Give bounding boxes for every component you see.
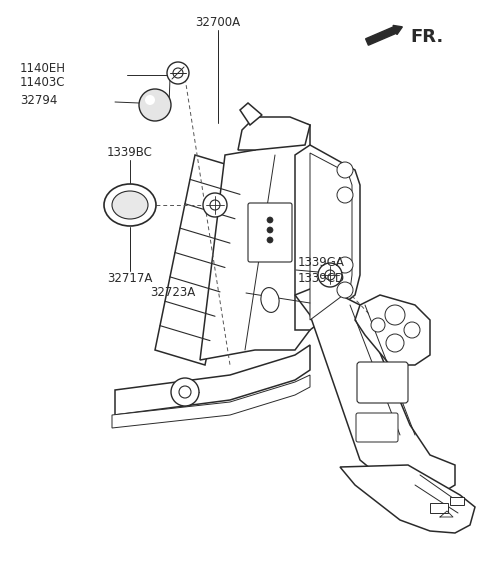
Polygon shape (238, 117, 310, 150)
Circle shape (385, 305, 405, 325)
Text: 32794: 32794 (20, 94, 58, 106)
FancyBboxPatch shape (357, 362, 408, 403)
Polygon shape (295, 285, 455, 497)
Circle shape (179, 386, 191, 398)
Polygon shape (115, 345, 310, 415)
Text: 32700A: 32700A (195, 16, 240, 29)
Circle shape (337, 187, 353, 203)
Polygon shape (295, 145, 360, 330)
Circle shape (337, 162, 353, 178)
Ellipse shape (261, 288, 279, 312)
Circle shape (173, 68, 183, 78)
Ellipse shape (104, 184, 156, 226)
Ellipse shape (112, 191, 148, 219)
Text: 11403C: 11403C (20, 77, 65, 90)
Text: 32723A: 32723A (150, 287, 195, 300)
Polygon shape (340, 465, 475, 533)
FancyBboxPatch shape (356, 413, 398, 442)
Circle shape (337, 257, 353, 273)
Bar (450, 497, 464, 505)
Polygon shape (310, 153, 352, 320)
Circle shape (167, 62, 189, 84)
Polygon shape (355, 295, 430, 365)
Circle shape (210, 200, 220, 210)
Circle shape (318, 263, 342, 287)
Circle shape (325, 270, 335, 280)
Polygon shape (200, 120, 310, 360)
Circle shape (371, 318, 385, 332)
Polygon shape (240, 103, 262, 125)
Polygon shape (112, 375, 310, 428)
Circle shape (404, 322, 420, 338)
Text: 1140EH: 1140EH (20, 61, 66, 74)
Text: 32717A: 32717A (108, 273, 153, 285)
FancyBboxPatch shape (248, 203, 292, 262)
Circle shape (386, 334, 404, 352)
Text: 1339BC: 1339BC (107, 146, 153, 160)
FancyArrow shape (366, 25, 402, 45)
Circle shape (139, 89, 171, 121)
Text: 1339GA: 1339GA (298, 256, 345, 270)
Circle shape (171, 378, 199, 406)
Circle shape (267, 227, 273, 233)
Bar (430, 503, 448, 513)
Circle shape (145, 95, 155, 105)
Circle shape (267, 217, 273, 223)
Text: FR.: FR. (410, 28, 443, 46)
Circle shape (267, 237, 273, 243)
Circle shape (203, 193, 227, 217)
Polygon shape (155, 155, 245, 365)
Text: 1339CD: 1339CD (298, 271, 345, 284)
Circle shape (337, 282, 353, 298)
